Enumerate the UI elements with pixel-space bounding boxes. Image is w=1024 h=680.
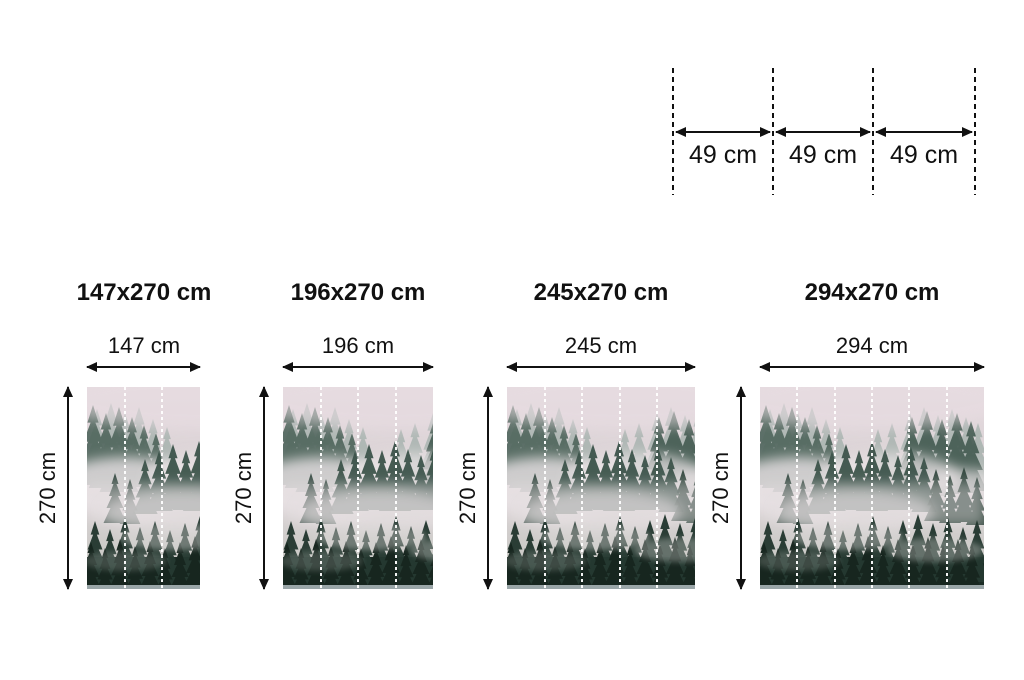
panel-divider-line [394, 387, 397, 589]
width-label: 245 cm [564, 333, 638, 358]
height-label: 270 cm [231, 451, 256, 525]
width-arrow [87, 366, 200, 368]
width-label: 294 cm [835, 333, 909, 358]
mural-preview-image [507, 387, 695, 589]
size-title: 294x270 cm [804, 279, 940, 306]
panel-divider-line [656, 387, 659, 589]
panel-divider-line [357, 387, 359, 589]
panel-divider-line [319, 387, 322, 589]
height-label: 270 cm [708, 451, 733, 525]
size-title: 196x270 cm [290, 279, 426, 306]
mural-preview-image [87, 387, 200, 589]
panel-divider-line [161, 387, 164, 589]
width-arrow [283, 366, 433, 368]
panel-divider-guide-line [974, 68, 976, 195]
panel-divider-line [945, 387, 948, 589]
width-label: 147 cm [107, 333, 181, 358]
panel-divider-line [833, 387, 836, 589]
panel-divider-line [123, 387, 126, 589]
mural-preview-image [283, 387, 433, 589]
width-arrow [507, 366, 695, 368]
height-arrow [740, 387, 742, 589]
height-arrow [67, 387, 69, 589]
panel-width-arrow [776, 131, 870, 133]
foggy-forest-image [87, 387, 200, 589]
panel-divider-line [543, 387, 546, 589]
panel-divider-guide-line [772, 68, 774, 195]
panel-divider-line [618, 387, 621, 589]
panel-width-label: 49 cm [889, 141, 959, 169]
panel-divider-line [581, 387, 584, 589]
width-arrow [760, 366, 984, 368]
size-title: 147x270 cm [76, 279, 212, 306]
panel-width-arrow [676, 131, 770, 133]
width-label: 196 cm [321, 333, 395, 358]
panel-divider-line [908, 387, 911, 589]
panel-divider-line [871, 387, 873, 589]
foggy-forest-image [507, 387, 695, 589]
height-label: 270 cm [455, 451, 480, 525]
panel-width-label: 49 cm [688, 141, 758, 169]
mural-preview-image [760, 387, 984, 589]
panel-divider-guide-line [872, 68, 874, 195]
height-label: 270 cm [35, 451, 60, 525]
height-arrow [263, 387, 265, 589]
panel-width-label: 49 cm [788, 141, 858, 169]
height-arrow [487, 387, 489, 589]
panel-width-arrow [876, 131, 972, 133]
panel-divider-guide-line [672, 68, 674, 195]
panel-divider-line [796, 387, 799, 589]
size-title: 245x270 cm [533, 279, 669, 306]
